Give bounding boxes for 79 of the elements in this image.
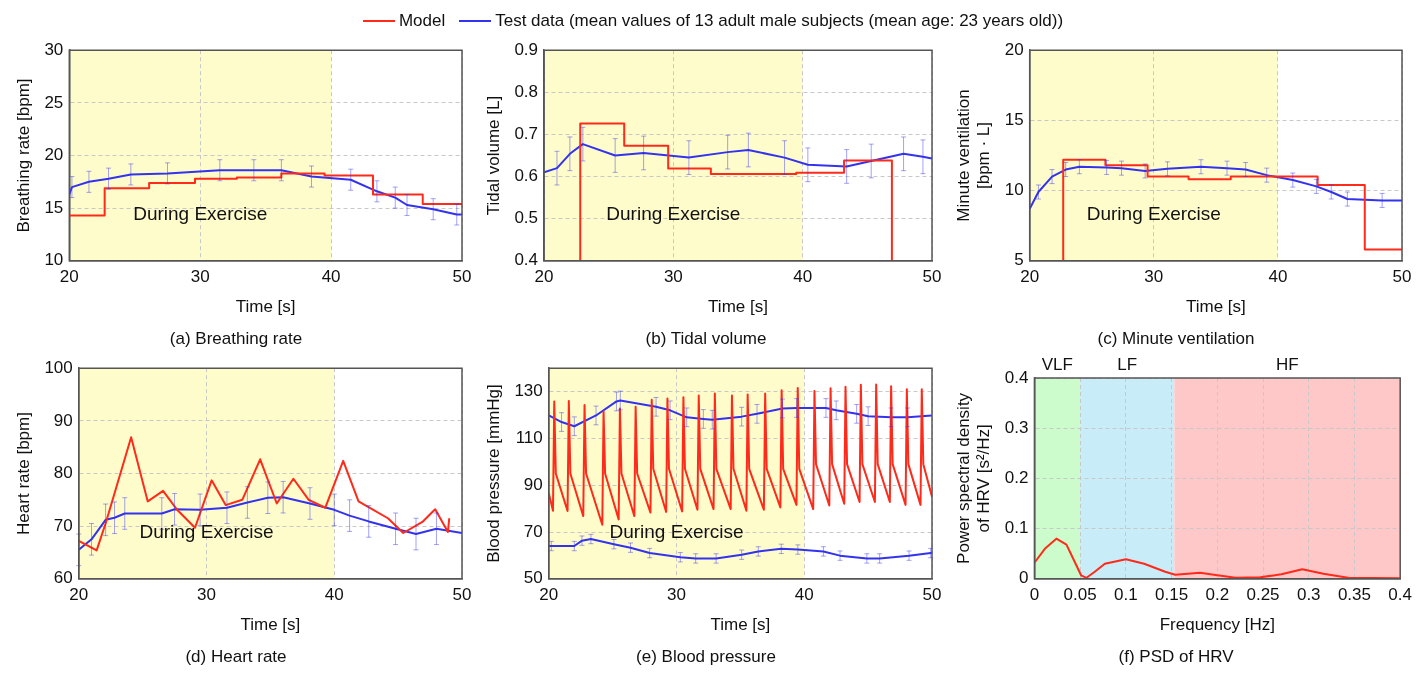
x-tick-label: 0.4 (1388, 584, 1412, 604)
band-label: During Exercise (139, 520, 274, 542)
y-axis-title: Minute ventilation [bpm · L] (953, 89, 994, 222)
text: (d) Heart rate (185, 647, 287, 667)
y-tick-label: 10 (44, 250, 64, 270)
x-tick-label: 0.3 (1296, 584, 1321, 604)
text: (e) Blood pressure (636, 647, 776, 667)
y-tick-label: 20 (1004, 39, 1024, 59)
x-tick-label: 0.1 (1114, 584, 1138, 604)
y-tick-label: 0.3 (1004, 417, 1029, 437)
y-tick-label: 30 (44, 39, 64, 59)
x-tick-label: 30 (663, 266, 683, 286)
band-label: LF (1117, 355, 1138, 375)
x-axis-title: Time [s] (240, 615, 301, 635)
y-tick-label: 10 (1004, 180, 1024, 200)
y-tick-label: 80 (53, 463, 73, 483)
band-label: During Exercise (1086, 202, 1221, 224)
y-tick-label: 0.1 (1004, 518, 1029, 538)
y-tick-label: 90 (53, 410, 73, 430)
y-tick-label: 70 (523, 521, 543, 541)
y-tick-label: 0.6 (514, 166, 539, 186)
y-tick-label: 0.8 (514, 82, 539, 102)
x-tick-label: 40 (324, 584, 344, 604)
x-tick-label: 50 (1392, 266, 1412, 286)
y-tick-label: 0.4 (1004, 367, 1029, 387)
y-tick-label: 70 (53, 515, 73, 535)
y-tick-label: 5 (1014, 250, 1024, 270)
x-tick-label: 40 (1268, 266, 1288, 286)
band-label: HF (1275, 355, 1299, 375)
y-tick-label: 15 (1004, 110, 1024, 130)
x-tick-label: 30 (667, 584, 686, 604)
x-tick-label: 40 (794, 584, 814, 604)
y-tick-label: 90 (523, 474, 543, 494)
x-axis-title: Time [s] (708, 297, 768, 317)
x-tick-label: 50 (922, 266, 942, 286)
y-tick-label: 0.7 (514, 124, 539, 144)
band-label: During Exercise (609, 520, 744, 542)
y-tick-label: 25 (44, 92, 64, 112)
x-tick-label: 50 (922, 584, 942, 604)
x-tick-label: 0.15 (1155, 584, 1189, 604)
y-axis-title: Heart rate [bpm] (13, 412, 33, 535)
y-axis-title: Blood pressure [mmHg] (483, 384, 503, 563)
y-tick-label: 110 (515, 428, 543, 448)
y-tick-label: 0 (1018, 568, 1029, 588)
x-tick-label: 30 (197, 584, 216, 604)
x-axis-title: Time [s] (1185, 297, 1246, 317)
x-tick-label: 50 (452, 266, 472, 286)
y-tick-label: 15 (44, 197, 64, 217)
x-tick-label: 50 (452, 584, 472, 604)
y-tick-label: 0.5 (514, 208, 539, 228)
x-axis-title: Time [s] (235, 297, 296, 317)
x-tick-label: 0.2 (1205, 584, 1230, 604)
x-tick-label: 0.05 (1063, 584, 1097, 604)
x-tick-label: 0.25 (1246, 584, 1280, 604)
y-axis-title: Power spectral density of HRV [s²/Hz] (953, 392, 994, 564)
y-tick-label: 130 (514, 381, 543, 401)
text: (f) PSD of HRV (1118, 647, 1235, 667)
x-tick-label: 40 (793, 266, 813, 286)
x-tick-label: 30 (190, 266, 210, 286)
y-tick-label: 0.2 (1004, 468, 1029, 488)
legend-label: Model (398, 11, 446, 31)
text: (a) Breathing rate (169, 329, 303, 349)
x-axis-title: Frequency [Hz] (1159, 615, 1275, 635)
y-tick-label: 20 (44, 145, 64, 165)
x-tick-label: 0.35 (1337, 584, 1372, 604)
y-tick-label: 0.9 (514, 39, 539, 59)
band-label: VLF (1041, 355, 1073, 375)
y-axis-title: Breathing rate [bpm] (13, 78, 33, 233)
band-label: During Exercise (133, 202, 268, 224)
y-tick-label: 0.4 (514, 250, 539, 270)
band-label: During Exercise (606, 202, 741, 224)
y-tick-label: 100 (44, 357, 73, 377)
y-axis-title: Tidal volume [L] (483, 95, 503, 216)
text: (c) Minute ventilation (1097, 329, 1255, 349)
legend-label: Test data (mean values of 13 adult male subjects (mean age: 23 years old)) (495, 11, 1064, 31)
x-tick-label: 40 (321, 266, 341, 286)
x-tick-label: 30 (1144, 266, 1164, 286)
text: (b) Tidal volume (645, 329, 767, 349)
x-axis-title: Time [s] (710, 615, 771, 635)
